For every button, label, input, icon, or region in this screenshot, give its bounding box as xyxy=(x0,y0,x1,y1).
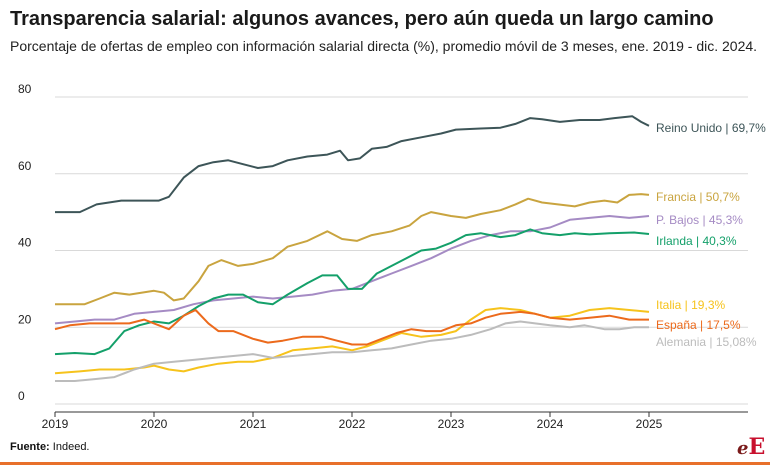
series-line-espa-a xyxy=(54,309,649,346)
series-line-reino-unido xyxy=(55,115,650,214)
logo-letter-E: E xyxy=(748,434,766,460)
x-tick-label: 2019 xyxy=(42,417,69,430)
series-label: Reino Unido | 69,7% xyxy=(656,121,766,135)
series-line-alemania xyxy=(55,320,649,382)
series-line-francia xyxy=(55,193,650,306)
series-line-p-bajos xyxy=(54,215,650,325)
series-labels: Reino Unido | 69,7% Francia | 50,7% P. Baj… xyxy=(656,121,766,349)
x-tick-label: 2023 xyxy=(438,417,465,430)
source-text: Indeed. xyxy=(49,441,90,453)
logo-letter-e: e xyxy=(737,438,749,459)
x-axis: 2019 2020 2021 2022 2023 2024 2025 xyxy=(42,411,748,430)
y-tick-label: 0 xyxy=(18,389,25,403)
y-tick-label: 20 xyxy=(18,312,32,326)
series-line-irlanda xyxy=(54,228,650,356)
chart-title: Transparencia salarial: algunos avances,… xyxy=(10,8,714,30)
x-tick-label: 2021 xyxy=(240,417,267,430)
series-label: España | 17,5% xyxy=(656,318,741,332)
y-tick-label: 60 xyxy=(18,159,32,173)
gridlines xyxy=(55,96,748,405)
series-label: Francia | 50,7% xyxy=(656,190,740,204)
series-label: P. Bajos | 45,3% xyxy=(656,213,743,227)
brand-logo: eE xyxy=(737,434,765,460)
source-label: Fuente: xyxy=(10,441,50,453)
x-tick-label: 2025 xyxy=(636,417,663,430)
chart-subtitle: Porcentaje de ofertas de empleo con info… xyxy=(10,38,758,54)
y-tick-label: 40 xyxy=(18,236,32,250)
line-chart: 0 20 40 60 80 2019 2020 2021 2022 2023 2024 2025 R… xyxy=(18,82,766,430)
source-note: Fuente: Indeed. xyxy=(10,441,90,453)
y-axis-tick-labels: 0 20 40 60 80 xyxy=(18,82,32,403)
bottom-accent-bar xyxy=(0,462,770,465)
series-label: Irlanda | 40,3% xyxy=(656,234,737,248)
x-tick-label: 2020 xyxy=(141,417,168,430)
y-tick-label: 80 xyxy=(18,82,32,96)
series-label: Alemania | 15,08% xyxy=(656,335,757,349)
series-lines xyxy=(54,115,650,382)
series-label: Italia | 19,3% xyxy=(656,298,725,312)
x-tick-label: 2024 xyxy=(537,417,564,430)
x-tick-label: 2022 xyxy=(339,417,366,430)
